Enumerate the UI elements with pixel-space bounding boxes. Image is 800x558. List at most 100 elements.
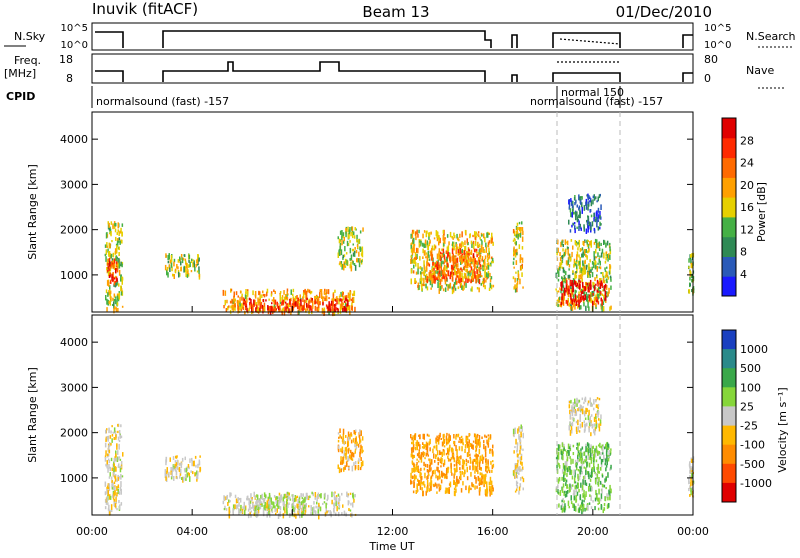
data-cell — [232, 510, 234, 516]
data-cell — [581, 196, 583, 200]
data-cell — [247, 495, 249, 501]
data-cell — [359, 230, 362, 234]
data-cell — [438, 237, 440, 241]
data-cell — [590, 242, 592, 248]
data-cell — [302, 506, 305, 512]
data-cell — [576, 466, 578, 471]
data-cell — [434, 275, 437, 279]
data-cell — [418, 229, 420, 234]
data-cell — [570, 298, 572, 304]
data-cell — [574, 210, 577, 213]
data-cell — [590, 458, 593, 464]
data-cell — [348, 229, 351, 235]
data-cell — [692, 480, 695, 485]
data-cell — [519, 436, 521, 442]
data-cell — [582, 266, 584, 272]
data-cell — [570, 411, 572, 414]
data-cell — [606, 460, 608, 466]
data-cell — [356, 257, 358, 261]
data-cell — [111, 494, 114, 498]
data-cell — [357, 460, 360, 465]
data-cell — [516, 484, 518, 489]
data-cell — [561, 295, 563, 301]
data-cell — [519, 232, 522, 238]
data-cell — [593, 455, 595, 461]
data-cell — [563, 474, 565, 480]
data-cell — [187, 273, 190, 277]
data-cell — [577, 247, 579, 251]
data-cell — [333, 507, 335, 511]
data-cell — [557, 489, 559, 494]
data-cell — [575, 290, 577, 293]
data-cell — [297, 503, 299, 509]
colorbar-swatch — [722, 387, 736, 407]
data-cell — [601, 305, 603, 312]
data-cell — [429, 239, 431, 243]
data-cell — [448, 483, 451, 486]
data-cell — [578, 407, 580, 412]
data-cell — [238, 502, 240, 507]
data-cell — [181, 257, 184, 264]
data-cell — [436, 268, 438, 272]
data-cell — [358, 238, 360, 244]
data-cell — [170, 258, 173, 263]
data-cell — [609, 254, 611, 260]
data-cell — [279, 498, 282, 503]
data-cell — [354, 465, 357, 469]
data-cell — [467, 250, 470, 256]
data-cell — [262, 290, 264, 294]
data-cell — [598, 470, 600, 474]
data-cell — [586, 461, 588, 468]
data-cell — [338, 253, 341, 256]
data-cell — [597, 281, 599, 287]
data-cell — [421, 285, 423, 291]
data-cell — [335, 512, 337, 516]
data-cell — [489, 449, 491, 454]
data-cell — [585, 482, 588, 486]
data-cell — [591, 450, 593, 454]
data-cell — [249, 500, 252, 504]
data-cell — [593, 255, 596, 262]
data-cell — [485, 242, 487, 248]
data-cell — [586, 408, 588, 413]
data-cell — [171, 266, 173, 272]
data-cell — [119, 264, 121, 267]
data-cell — [342, 504, 344, 508]
data-cell — [425, 231, 428, 235]
data-cell — [271, 508, 273, 512]
data-cell — [589, 494, 591, 497]
data-cell — [476, 287, 479, 290]
data-cell — [314, 295, 316, 300]
data-cell — [472, 259, 475, 262]
data-cell — [110, 476, 113, 480]
data-cell — [317, 299, 320, 305]
data-cell — [431, 459, 433, 465]
data-cell — [228, 499, 230, 503]
data-cell — [513, 246, 515, 252]
data-cell — [413, 480, 415, 483]
data-cell — [454, 265, 456, 268]
data-cell — [266, 500, 268, 507]
data-cell — [346, 240, 349, 247]
data-cell — [444, 273, 447, 278]
data-cell — [104, 491, 107, 496]
data-cell — [491, 449, 493, 454]
data-cell — [428, 232, 431, 237]
data-cell — [513, 286, 515, 290]
data-cell — [575, 497, 577, 503]
data-cell — [447, 262, 449, 268]
data-cell — [594, 497, 597, 502]
data-cell — [109, 472, 111, 477]
data-cell — [185, 467, 188, 473]
data-cell — [558, 465, 561, 469]
data-cell — [563, 500, 565, 503]
data-cell — [570, 200, 573, 206]
data-cell — [557, 478, 560, 484]
data-cell — [596, 266, 598, 272]
data-cell — [117, 436, 120, 441]
y-tick-label: 4000 — [60, 133, 88, 146]
data-cell — [565, 260, 568, 265]
data-cell — [426, 278, 429, 283]
data-cell — [448, 284, 451, 289]
data-cell — [591, 291, 593, 297]
